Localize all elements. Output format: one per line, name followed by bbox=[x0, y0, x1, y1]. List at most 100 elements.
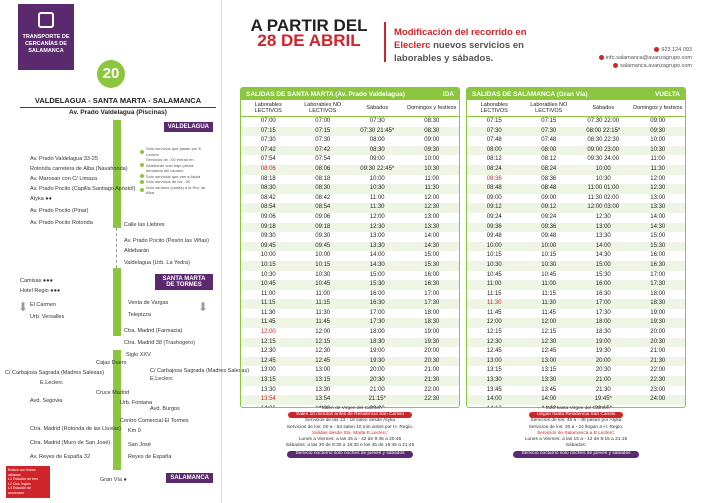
table-cell: 08:36 bbox=[541, 175, 557, 182]
table-cell: 10:30 bbox=[650, 146, 666, 153]
table-cell: 09:30 bbox=[260, 233, 276, 240]
table-row: 07:00 07:00 07:30 08:30 bbox=[241, 117, 459, 127]
table-cell: 18:30 bbox=[650, 300, 666, 307]
table-row: 10:15 10:15 14:30 16:00 bbox=[467, 251, 685, 261]
table-cell: 16:00 bbox=[650, 252, 666, 259]
table-cell: 10:00 bbox=[424, 156, 440, 163]
table-cell: 09:36 bbox=[541, 223, 557, 230]
table-row: 12:45 12:45 19:30 21:00 bbox=[467, 347, 685, 357]
table-cell: 12:30 bbox=[595, 213, 611, 220]
table-cell: 07:42 bbox=[260, 146, 276, 153]
table-cell: 10:00 bbox=[650, 137, 666, 144]
table-row: 08:36 08:36 10:30 12:00 bbox=[467, 175, 685, 185]
table-cell: 08:48 bbox=[541, 185, 557, 192]
table-cell: 18:30 bbox=[369, 338, 385, 345]
table-cell: 21:30 bbox=[650, 357, 666, 364]
route-stop: Avd. Burgos bbox=[150, 406, 180, 412]
table-cell: 09:00 23:00 bbox=[587, 146, 620, 153]
route-stop: Venta de Vargas bbox=[128, 300, 169, 306]
urban-lines-box: Enlace con líneas urbanas L1 Estación de… bbox=[6, 466, 50, 498]
contact-info: 923 124 093 info.salamanca@avanzagrupo.c… bbox=[598, 46, 692, 70]
table-row: 12:45 12:45 19:30 20:30 bbox=[241, 356, 459, 367]
table-row: 08:00 08:00 09:00 23:00 10:30 bbox=[467, 145, 685, 156]
bus-icon bbox=[38, 12, 54, 28]
route-line bbox=[113, 268, 121, 336]
table-cell: 18:30 bbox=[424, 319, 440, 326]
table-cell: 11:45 bbox=[315, 319, 331, 326]
table-cell: 10:15 bbox=[260, 261, 276, 268]
table-cell: 11:45 bbox=[260, 319, 276, 326]
table-row: 07:30 07:30 08:00 09:00 bbox=[241, 136, 459, 146]
table-cell: 10:30 bbox=[369, 185, 385, 192]
route-stop: San José bbox=[128, 442, 151, 448]
table-cell: 20:00 bbox=[424, 348, 440, 355]
table-cell: 12:00 bbox=[315, 329, 331, 336]
table-cell: 12:30 bbox=[369, 223, 385, 230]
table-cell: 07:30 bbox=[541, 127, 557, 134]
zone-label: SANTA MARTA DE TORMES bbox=[155, 274, 213, 290]
table-row: 08:06 08:06 09:30 22:45* 10:30 bbox=[241, 164, 459, 175]
table-cell: 10:30 bbox=[260, 271, 276, 278]
table-cell: 16:30 bbox=[595, 290, 611, 297]
route-stop: Calle las Liebres bbox=[124, 222, 165, 228]
table-cell: 12:15 bbox=[260, 338, 276, 345]
table-row: 14:1214:1220:15* bbox=[467, 405, 685, 407]
table-cell: 17:30 bbox=[595, 309, 611, 316]
table-row: 11:00 11:00 16:00 17:00 bbox=[241, 290, 459, 300]
table-cell: 21:00 bbox=[595, 377, 611, 384]
table-cell: 14:30 bbox=[424, 242, 440, 249]
table-cell: 10:45 bbox=[541, 271, 557, 278]
table-cell: 07:00 bbox=[315, 118, 331, 124]
table-cell: 11:15 bbox=[315, 300, 331, 307]
table-cell: 13:00 bbox=[486, 357, 502, 364]
route-stop: Av. Prado Pocito (Pinar) bbox=[30, 208, 89, 214]
table-row: 13:30 13:30 21:00 22:00 bbox=[241, 386, 459, 396]
table-cell: 13:45 bbox=[541, 386, 557, 393]
table-cell: 13:15 bbox=[486, 367, 502, 374]
route-stop: Cajas Duero bbox=[96, 360, 127, 366]
table-row: 10:30 10:30 15:00 16:00 bbox=[241, 271, 459, 281]
table-cell: 07:54 bbox=[315, 156, 331, 163]
table-cell: 13:00 bbox=[541, 357, 557, 364]
table-row: 12:30 12:30 19:00 20:00 bbox=[241, 347, 459, 357]
table-row: 14:00 14:00 19:45* 24:00 bbox=[467, 395, 685, 405]
table-row: 09:45 09:45 13:30 14:30 bbox=[241, 241, 459, 252]
table-cell: 13:30 bbox=[260, 386, 276, 393]
route-stop: Atyka ●● bbox=[30, 196, 52, 202]
table-cell: 08:00 22:15* bbox=[586, 127, 621, 134]
table-row: 11:45 11:45 17:30 18:30 bbox=[241, 318, 459, 329]
table-cell: 19:45* bbox=[594, 396, 612, 403]
table-cell: 09:06 bbox=[260, 213, 276, 220]
phone-icon bbox=[654, 47, 660, 53]
table-cell: 17:00 bbox=[595, 300, 611, 307]
table-cell: 14:00 bbox=[424, 233, 440, 240]
table-cell: 10:00 bbox=[369, 175, 385, 182]
table-cell: 19:30 bbox=[424, 338, 440, 345]
table-cell: 21:30 bbox=[424, 377, 440, 384]
table-cell: 14:30 bbox=[369, 261, 385, 268]
table-cell: 16:00 bbox=[369, 290, 385, 297]
table-cell: 17:00 bbox=[650, 271, 666, 278]
table-row: 13:00 13:00 20:00 21:00 bbox=[241, 366, 459, 376]
table-cell: 08:06 bbox=[260, 165, 276, 172]
table-row: 09:00 09:00 11:30 02:00 13:00 bbox=[467, 194, 685, 204]
route-stop: Hotel Regio ●●● bbox=[20, 288, 61, 294]
table-cell: 09:36 bbox=[486, 223, 502, 230]
table-cell: 08:30 bbox=[424, 118, 440, 124]
table-cell: 13:30 bbox=[424, 223, 440, 230]
table-cell: 11:30 02:00 bbox=[587, 194, 619, 201]
table-row: 09:24 09:24 12:30 14:00 bbox=[467, 213, 685, 223]
table-cell: 11:00 bbox=[315, 290, 331, 297]
table-cell: 14:00 bbox=[650, 213, 666, 220]
table-cell: 08:24 bbox=[486, 165, 502, 172]
table-cell: 09:30 24:00 bbox=[587, 156, 620, 163]
route-stop: Cruce Madrid bbox=[96, 390, 130, 396]
table-row: 11:45 11:45 17:30 19:00 bbox=[467, 309, 685, 319]
subheadline: Modificación del recorrido en Eleclerc n… bbox=[394, 27, 527, 64]
table-cell: 07:15 bbox=[260, 127, 276, 134]
table-cell: 10:00 bbox=[486, 242, 502, 249]
table-cell: 11:00 bbox=[424, 175, 440, 182]
table-cell: 16:00 bbox=[424, 271, 440, 278]
table-cell: 19:30 bbox=[650, 319, 666, 326]
table-cell: 11:00 bbox=[541, 281, 557, 288]
